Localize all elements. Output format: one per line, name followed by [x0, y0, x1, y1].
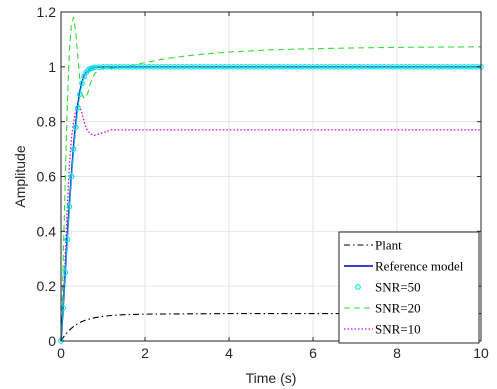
- legend-marker: [355, 284, 361, 290]
- data-point: [79, 80, 85, 87]
- axis-ticks: 0 2 4 6 8 10 0 0.2 0.4 0.6 0.8 1 1.2: [37, 4, 489, 361]
- legend-entry: SNR=20: [344, 301, 421, 316]
- x-tick-label: 8: [393, 345, 401, 361]
- legend-entry: SNR=10: [344, 322, 421, 337]
- data-point: [62, 269, 69, 276]
- series-snr-20: [60, 16, 482, 342]
- y-tick-label: 0.2: [37, 278, 57, 294]
- legend-entry: Reference model: [344, 259, 464, 274]
- legend-label: Plant: [375, 238, 402, 253]
- y-tick-label: 0: [48, 333, 56, 349]
- legend-label: SNR=10: [375, 322, 421, 337]
- data-point: [64, 236, 71, 243]
- y-tick-label: 1.2: [37, 4, 57, 20]
- data-point: [74, 105, 81, 111]
- legend-label: Reference model: [375, 259, 464, 274]
- legend-box: [338, 231, 480, 344]
- y-tick-label: 0.8: [37, 114, 57, 130]
- x-tick-label: 10: [473, 345, 489, 361]
- y-tick-label: 0.6: [37, 169, 57, 185]
- data-point: [66, 203, 73, 210]
- y-axis-label: Amplitude: [12, 145, 28, 207]
- series-layer: [58, 16, 484, 344]
- y-tick-label: 1: [48, 59, 56, 75]
- legend: Plant Reference model SNR=50 SNR=20 SNR=10: [338, 231, 480, 344]
- data-point: [72, 124, 79, 130]
- x-axis-label: Time (s): [246, 370, 297, 386]
- series-line: [60, 16, 482, 342]
- series-snr-50: [58, 63, 484, 344]
- legend-label: SNR=20: [375, 301, 421, 316]
- data-point: [77, 91, 83, 98]
- series-line: [60, 66, 481, 342]
- data-point: [70, 146, 77, 152]
- x-tick-label: 2: [141, 345, 149, 361]
- legend-entry: Plant: [344, 238, 402, 253]
- x-tick-label: 0: [57, 345, 65, 361]
- x-tick-label: 4: [225, 345, 233, 361]
- x-tick-label: 6: [309, 345, 317, 361]
- y-tick-label: 0.4: [37, 223, 57, 239]
- legend-entry: SNR=50: [355, 280, 421, 295]
- legend-label: SNR=50: [375, 280, 421, 295]
- data-point: [68, 173, 75, 180]
